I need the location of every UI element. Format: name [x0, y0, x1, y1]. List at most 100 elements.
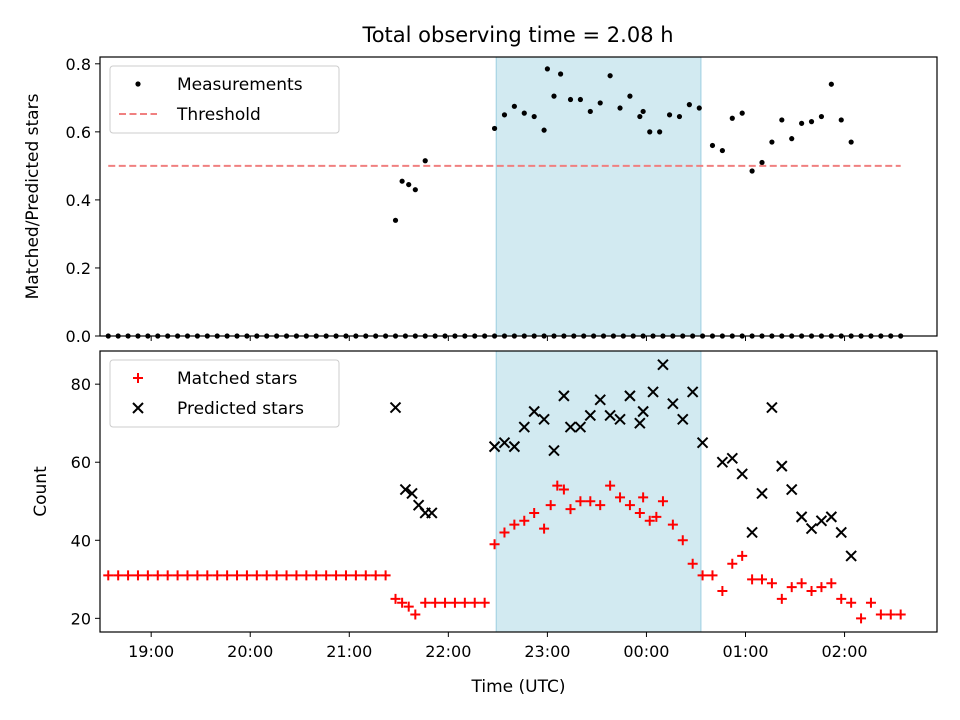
data-point — [399, 483, 412, 496]
data-point — [717, 586, 728, 597]
x-axis-label: Time (UTC) — [471, 677, 566, 697]
data-point — [511, 103, 517, 109]
data-point — [644, 515, 655, 526]
data-point — [687, 558, 698, 569]
data-point — [638, 492, 649, 503]
legend-box — [109, 65, 340, 134]
data-point — [301, 570, 312, 581]
data-point — [162, 570, 173, 581]
data-point — [552, 480, 563, 491]
x-tick-label: 21:00 — [326, 642, 372, 661]
data-point — [595, 500, 606, 511]
data-point — [113, 570, 124, 581]
y-tick-label: 0.4 — [66, 191, 91, 210]
data-point — [657, 129, 663, 135]
data-point — [885, 609, 896, 620]
data-point — [624, 390, 636, 402]
data-point — [808, 119, 815, 125]
data-point — [657, 496, 668, 507]
data-point — [449, 597, 460, 608]
x-tick-label: 00:00 — [623, 642, 669, 661]
legend-label: Matched stars — [177, 369, 297, 389]
data-point — [469, 597, 480, 608]
data-point — [360, 570, 371, 581]
data-point — [440, 597, 451, 608]
data-point — [390, 593, 401, 604]
data-point — [261, 570, 272, 581]
data-point — [587, 108, 593, 115]
data-point — [412, 187, 418, 193]
data-point — [519, 515, 530, 526]
data-point — [380, 570, 391, 581]
data-point — [836, 593, 847, 604]
data-point — [123, 570, 134, 581]
data-point — [406, 487, 418, 500]
legend-label: Predicted stars — [177, 399, 304, 419]
data-point — [350, 570, 361, 581]
data-point — [192, 570, 203, 581]
data-point — [634, 417, 646, 429]
data-point — [103, 570, 114, 581]
data-point — [459, 597, 470, 608]
data-point — [498, 437, 511, 449]
data-point — [584, 409, 597, 422]
top-panel-measurements: 0.0 0.2 0.4 0.6 0.8 Matched/Predicted stars Me… — [23, 55, 938, 346]
data-point — [594, 394, 606, 406]
data-point — [719, 147, 725, 154]
data-point — [281, 570, 292, 581]
series-measurements — [105, 66, 904, 339]
data-point — [651, 511, 662, 522]
data-point — [825, 511, 838, 523]
data-point — [696, 437, 709, 449]
data-point — [499, 527, 510, 538]
legend-label: Measurements — [177, 75, 303, 95]
data-point — [271, 570, 282, 581]
data-point — [845, 550, 857, 562]
data-point — [749, 168, 755, 174]
legend: Matched stars Predicted stars — [109, 359, 340, 428]
data-point — [634, 507, 645, 518]
data-point — [202, 570, 213, 581]
y-tick-label: 0.6 — [66, 123, 91, 142]
y-tick-label: 20 — [71, 609, 91, 628]
data-point — [558, 484, 569, 495]
highlight-span — [495, 350, 702, 633]
data-point — [605, 480, 616, 491]
legend-swatch — [135, 81, 141, 87]
data-point — [567, 96, 574, 103]
x-tick-label: 01:00 — [722, 642, 768, 661]
data-point — [799, 120, 805, 126]
axes-frame — [99, 56, 938, 337]
legend-label: Threshold — [176, 105, 261, 125]
data-point — [420, 597, 431, 608]
data-point — [585, 496, 596, 507]
data-point — [521, 110, 527, 116]
data-point — [501, 112, 508, 118]
data-point — [737, 550, 748, 561]
data-point — [241, 570, 252, 581]
data-point — [667, 397, 679, 410]
data-point — [538, 413, 550, 426]
data-point — [251, 570, 262, 581]
data-point — [757, 574, 768, 585]
data-point — [399, 178, 405, 184]
data-point — [769, 139, 775, 145]
data-point — [142, 570, 153, 581]
data-point — [686, 386, 699, 398]
data-point — [640, 108, 646, 115]
data-point — [430, 597, 441, 608]
data-point — [321, 570, 332, 581]
x-tick-label: 02:00 — [821, 642, 867, 661]
y-axis-label: Matched/Predicted stars — [23, 93, 43, 299]
data-point — [132, 570, 143, 581]
data-point — [607, 73, 613, 79]
y-tick-label: 80 — [71, 375, 91, 394]
legend-swatch — [133, 373, 143, 383]
legend-box — [109, 359, 340, 428]
data-point — [426, 507, 438, 519]
data-point — [696, 105, 702, 111]
data-point — [686, 102, 692, 108]
data-point — [551, 93, 557, 99]
data-point — [331, 570, 342, 581]
data-point — [545, 500, 556, 511]
